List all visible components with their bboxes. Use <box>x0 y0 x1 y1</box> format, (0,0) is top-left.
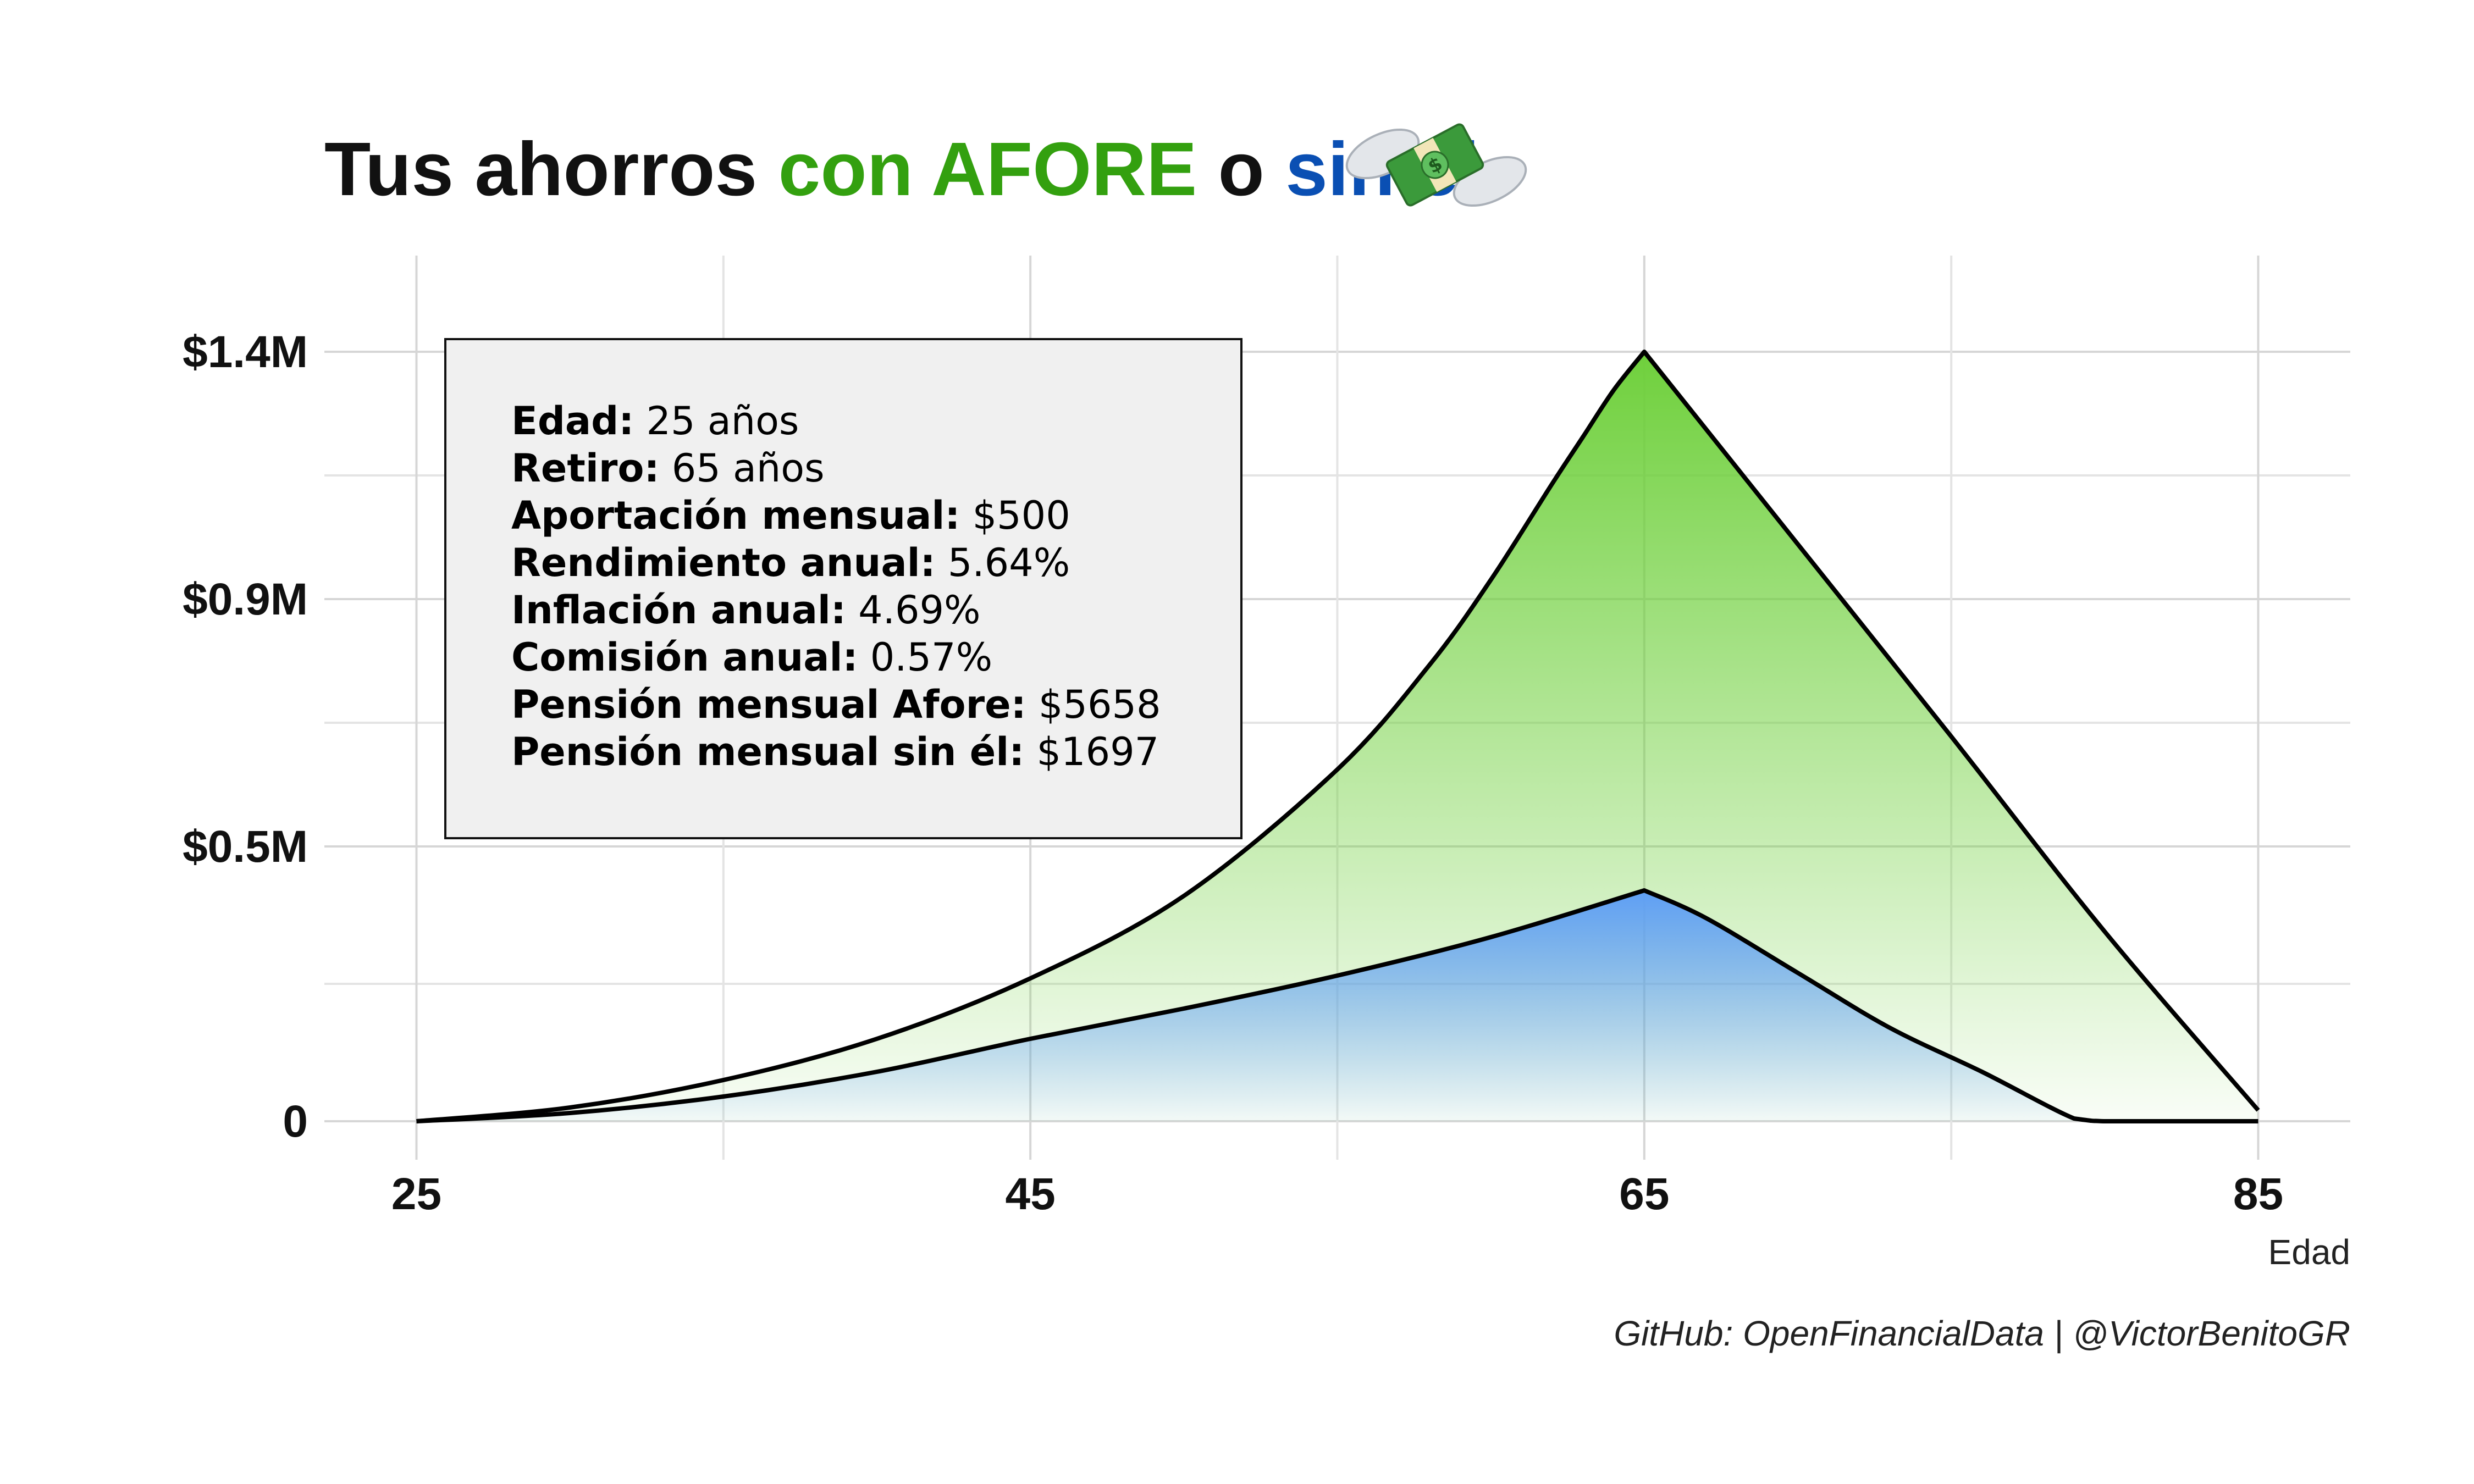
info-row-value: 65 años <box>659 446 824 491</box>
info-row: Pensión mensual Afore: $5658 <box>511 682 1161 727</box>
info-row: Retiro: 65 años <box>511 446 825 491</box>
info-row-label: Inflación anual: <box>511 588 846 633</box>
info-row: Comisión anual: 0.57% <box>511 635 992 680</box>
title-part-1: Tus ahorros <box>324 127 778 212</box>
info-row-label: Edad: <box>511 398 634 444</box>
info-row-value: 25 años <box>634 398 799 444</box>
y-tick-label: 0 <box>283 1097 308 1147</box>
chart-title: Tus ahorros con AFORE o sin él <box>324 127 1479 212</box>
info-row: Edad: 25 años <box>511 398 799 444</box>
info-row-label: Retiro: <box>511 446 659 491</box>
info-row-label: Aportación mensual: <box>511 493 960 538</box>
title-part-3: o <box>1197 127 1285 212</box>
line-sin <box>416 888 2258 1124</box>
info-row-label: Pensión mensual Afore: <box>511 682 1026 727</box>
y-tick-label: $0.5M <box>183 822 308 872</box>
info-row-label: Comisión anual: <box>511 635 858 680</box>
x-axis-ticks: 25 45 65 85 <box>391 1169 2283 1219</box>
info-box <box>444 338 1242 839</box>
x-tick-label: 25 <box>391 1169 441 1219</box>
x-axis-label: Edad <box>2268 1232 2350 1272</box>
x-tick-label: 85 <box>2233 1169 2283 1219</box>
money-with-wings-icon: $ <box>1345 123 1527 207</box>
area-sin <box>416 890 2258 1121</box>
info-row-value: 5.64% <box>936 540 1070 585</box>
y-tick-label: $0.9M <box>183 574 308 624</box>
y-axis-ticks: 0 $0.5M $0.9M $1.4M <box>183 327 308 1147</box>
info-row-value: $5658 <box>1026 682 1161 727</box>
info-row: Rendimiento anual: 5.64% <box>511 540 1070 585</box>
title-part-afore: con AFORE <box>778 127 1197 212</box>
info-row-value: 0.57% <box>858 635 992 680</box>
info-row: Aportación mensual: $500 <box>511 493 1070 538</box>
info-row-value: 4.69% <box>846 588 981 633</box>
info-row: Pensión mensual sin él: $1697 <box>511 729 1159 774</box>
info-row-value: $1697 <box>1024 729 1159 774</box>
x-tick-label: 65 <box>1619 1169 1669 1219</box>
x-tick-label: 45 <box>1006 1169 1056 1219</box>
caption: GitHub: OpenFinancialData | @VictorBenit… <box>1614 1314 2350 1354</box>
info-row: Inflación anual: 4.69% <box>511 588 981 633</box>
line-afore <box>416 350 2260 1123</box>
info-row-label: Pensión mensual sin él: <box>511 729 1024 774</box>
y-tick-label: $1.4M <box>183 327 308 377</box>
info-row-label: Rendimiento anual: <box>511 540 936 585</box>
info-row-value: $500 <box>960 493 1070 538</box>
